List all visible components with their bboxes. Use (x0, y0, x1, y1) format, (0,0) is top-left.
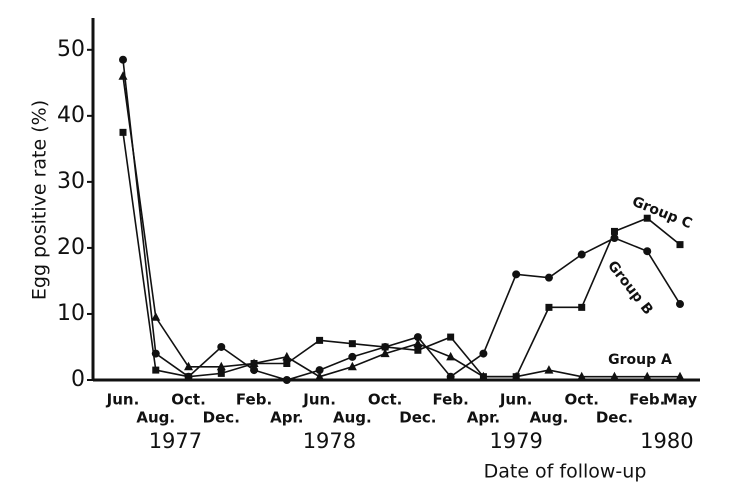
point (446, 351, 456, 361)
x-tick-label: Jun. (499, 391, 533, 409)
point (282, 351, 292, 361)
point (184, 361, 194, 371)
point (609, 371, 619, 381)
point (545, 303, 553, 311)
x-tick-label: May (663, 391, 698, 409)
series-line (122, 76, 680, 378)
year-label: 1979 (489, 429, 542, 453)
x-tick-label: Apr. (270, 409, 303, 427)
point (315, 371, 325, 381)
y-tick-label: 50 (57, 37, 85, 62)
point (413, 333, 422, 342)
point (414, 346, 422, 354)
point (250, 359, 258, 367)
point (381, 343, 389, 351)
x-tick-label: Dec. (399, 409, 436, 427)
point (447, 333, 455, 341)
x-tick-label: Oct. (171, 391, 206, 409)
x-tick-label: Aug. (530, 409, 569, 427)
point (250, 366, 259, 375)
point (413, 338, 423, 348)
y-axis-label: Egg positive rate (%) (29, 100, 51, 300)
point (675, 371, 685, 381)
point (577, 250, 586, 259)
series-line (122, 59, 681, 381)
point (119, 128, 127, 136)
y-tick-label: 20 (57, 235, 85, 260)
x-tick-label: Jun. (302, 391, 336, 409)
year-label: 1978 (303, 429, 356, 453)
point (348, 352, 357, 361)
x-tick-label: Aug. (333, 409, 372, 427)
point (216, 361, 226, 371)
point (118, 71, 128, 80)
point (676, 300, 684, 309)
year-label: 1980 (640, 429, 693, 453)
x-tick-label: Dec. (203, 409, 240, 427)
x-tick-label: Feb. (629, 391, 665, 409)
x-axis-label: Date of follow-up (484, 461, 647, 483)
point (578, 303, 586, 311)
point (446, 372, 455, 381)
point (643, 247, 652, 256)
x-tick-label: Feb. (433, 391, 469, 409)
point (119, 55, 127, 64)
series-label: Group B (604, 258, 656, 318)
x-tick-label: Apr. (467, 409, 500, 427)
point (152, 366, 160, 374)
series-label: Group A (608, 352, 672, 368)
point (217, 342, 226, 351)
point (151, 312, 161, 321)
point (610, 227, 618, 235)
point (316, 336, 324, 344)
x-tick-label: Feb. (236, 391, 272, 409)
point (479, 349, 488, 358)
series-label: Group C (630, 194, 695, 232)
y-tick-label: 30 (57, 169, 85, 194)
x-tick-label: Dec. (596, 409, 633, 427)
point (217, 369, 225, 377)
point (544, 365, 554, 374)
y-tick-label: 10 (57, 301, 85, 326)
point (512, 270, 521, 279)
point (577, 371, 587, 381)
point (348, 340, 356, 348)
point (185, 373, 193, 381)
point (643, 214, 651, 222)
year-label: 1977 (149, 429, 202, 453)
point (642, 371, 652, 381)
point (544, 273, 553, 282)
point (283, 359, 291, 367)
point (347, 361, 357, 371)
series-line (122, 132, 681, 378)
x-tick-label: Aug. (136, 409, 175, 427)
y-tick-label: 40 (57, 103, 85, 128)
y-tick-label: 0 (71, 367, 85, 392)
point (380, 348, 390, 358)
point (315, 366, 324, 375)
point (676, 241, 684, 249)
x-tick-label: Oct. (368, 391, 403, 409)
x-tick-label: Oct. (564, 391, 599, 409)
x-tick-label: Jun. (106, 391, 140, 409)
point (512, 373, 520, 381)
point (479, 373, 487, 381)
point (282, 376, 291, 384)
